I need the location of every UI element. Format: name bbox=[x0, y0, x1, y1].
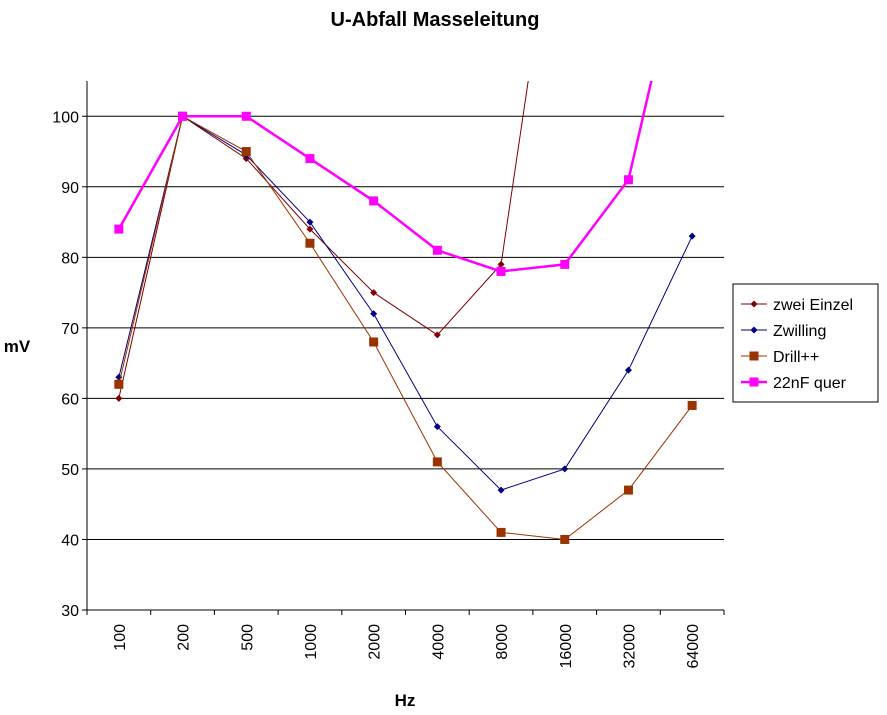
data-point-22nf-quer bbox=[305, 154, 315, 164]
x-tick-label: 16000 bbox=[558, 624, 575, 669]
series-drill bbox=[114, 111, 697, 544]
x-tick-label: 8000 bbox=[494, 624, 511, 660]
x-tick-label: 1000 bbox=[303, 624, 320, 660]
data-point-zwei-einzel bbox=[306, 225, 314, 233]
x-tick-label: 500 bbox=[239, 624, 256, 651]
data-point-drill bbox=[687, 400, 697, 410]
y-tick-label: 70 bbox=[61, 321, 79, 338]
series-zwilling bbox=[115, 112, 696, 494]
y-tick-label: 30 bbox=[61, 603, 79, 620]
legend-swatch-marker bbox=[749, 377, 759, 387]
data-point-zwilling bbox=[688, 232, 696, 240]
data-point-drill bbox=[623, 485, 633, 495]
data-point-drill bbox=[114, 379, 124, 389]
data-point-22nf-quer bbox=[623, 175, 633, 185]
axes: 30 40 50 60 70 80 90 100 100 200 500 1000 2000 4000 80… bbox=[52, 81, 725, 669]
chart-title: U-Abfall Masseleitung bbox=[331, 9, 540, 31]
y-axis-label: mV bbox=[4, 337, 31, 356]
legend-item-drill: Drill++ bbox=[741, 349, 819, 366]
legend-item-zwilling: Zwilling bbox=[741, 323, 826, 340]
series-line-zwilling bbox=[118, 115, 693, 491]
legend: zwei Einzel Zwilling Drill++ 22nF quer bbox=[732, 283, 879, 403]
data-point-drill bbox=[496, 527, 506, 537]
data-point-22nf-quer bbox=[432, 245, 442, 255]
data-point-22nf-quer bbox=[178, 111, 188, 121]
x-tick-label: 64000 bbox=[685, 624, 702, 669]
y-tick-label: 90 bbox=[61, 180, 79, 197]
data-point-zwei-einzel bbox=[433, 331, 441, 339]
x-axis-label: Hz bbox=[395, 691, 416, 710]
data-point-22nf-quer bbox=[369, 196, 379, 206]
data-point-zwilling bbox=[433, 423, 441, 431]
legend-label: Drill++ bbox=[773, 349, 819, 366]
data-point-zwilling bbox=[370, 310, 378, 318]
legend-item-22nf-quer: 22nF quer bbox=[741, 375, 847, 392]
data-point-drill bbox=[560, 534, 570, 544]
data-point-zwilling bbox=[497, 486, 505, 494]
y-tick-label: 50 bbox=[61, 462, 79, 479]
data-point-zwei-einzel bbox=[370, 289, 378, 297]
legend-label: Zwilling bbox=[773, 323, 826, 340]
data-point-drill bbox=[432, 457, 442, 467]
legend-label: 22nF quer bbox=[773, 375, 847, 392]
data-point-zwei-einzel bbox=[497, 260, 505, 268]
series-line-22nf-quer bbox=[117, 81, 653, 273]
series-lines bbox=[114, 81, 697, 544]
x-tick-label: 32000 bbox=[621, 624, 638, 669]
data-point-drill bbox=[305, 238, 315, 248]
x-tick-label: 2000 bbox=[367, 624, 384, 660]
data-point-drill bbox=[241, 147, 251, 157]
data-point-zwilling bbox=[561, 465, 569, 473]
data-point-22nf-quer bbox=[241, 111, 251, 121]
series-22nf-quer bbox=[114, 81, 653, 276]
legend-item-zwei-einzel: zwei Einzel bbox=[741, 297, 853, 314]
y-tick-label: 100 bbox=[52, 109, 79, 126]
x-tick-label: 100 bbox=[112, 624, 129, 651]
series-line-drill bbox=[118, 115, 693, 540]
legend-swatch-marker bbox=[750, 326, 758, 334]
x-tick-label: 200 bbox=[176, 624, 193, 651]
series-line-zwei-einzel bbox=[118, 81, 529, 399]
data-point-drill bbox=[369, 337, 379, 347]
data-point-22nf-quer bbox=[496, 266, 506, 276]
data-point-22nf-quer bbox=[560, 259, 570, 269]
data-point-zwilling bbox=[624, 366, 632, 374]
legend-swatch-marker bbox=[749, 351, 759, 361]
y-tick-label: 40 bbox=[61, 532, 79, 549]
series-zwei-einzel bbox=[115, 81, 529, 402]
x-tick-label: 4000 bbox=[430, 624, 447, 660]
y-tick-label: 60 bbox=[61, 391, 79, 408]
data-point-22nf-quer bbox=[114, 224, 124, 234]
legend-swatch-marker bbox=[750, 300, 758, 308]
legend-label: zwei Einzel bbox=[773, 297, 853, 314]
y-tick-label: 80 bbox=[61, 250, 79, 267]
data-point-zwilling bbox=[306, 218, 314, 226]
data-point-zwei-einzel bbox=[115, 394, 123, 402]
